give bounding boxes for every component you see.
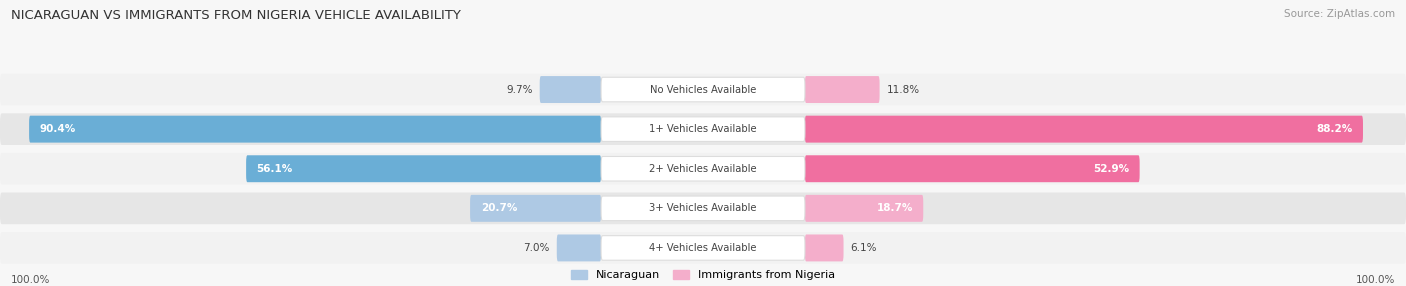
Text: 2+ Vehicles Available: 2+ Vehicles Available	[650, 164, 756, 174]
Text: Source: ZipAtlas.com: Source: ZipAtlas.com	[1284, 9, 1395, 19]
Text: 90.4%: 90.4%	[39, 124, 76, 134]
FancyBboxPatch shape	[804, 195, 924, 222]
FancyBboxPatch shape	[0, 192, 1406, 224]
FancyBboxPatch shape	[0, 232, 1406, 264]
FancyBboxPatch shape	[246, 155, 602, 182]
FancyBboxPatch shape	[557, 235, 602, 261]
Text: 4+ Vehicles Available: 4+ Vehicles Available	[650, 243, 756, 253]
Text: NICARAGUAN VS IMMIGRANTS FROM NIGERIA VEHICLE AVAILABILITY: NICARAGUAN VS IMMIGRANTS FROM NIGERIA VE…	[11, 9, 461, 21]
Text: 52.9%: 52.9%	[1092, 164, 1129, 174]
Text: 7.0%: 7.0%	[523, 243, 550, 253]
Text: No Vehicles Available: No Vehicles Available	[650, 85, 756, 95]
FancyBboxPatch shape	[602, 236, 804, 260]
FancyBboxPatch shape	[30, 116, 602, 143]
FancyBboxPatch shape	[540, 76, 602, 103]
FancyBboxPatch shape	[0, 74, 1406, 105]
Text: 100.0%: 100.0%	[1355, 275, 1395, 285]
FancyBboxPatch shape	[602, 196, 804, 221]
FancyBboxPatch shape	[0, 153, 1406, 184]
Text: 3+ Vehicles Available: 3+ Vehicles Available	[650, 203, 756, 213]
Text: 6.1%: 6.1%	[851, 243, 877, 253]
FancyBboxPatch shape	[602, 156, 804, 181]
Text: 20.7%: 20.7%	[481, 203, 517, 213]
Text: 18.7%: 18.7%	[876, 203, 912, 213]
FancyBboxPatch shape	[804, 155, 1140, 182]
FancyBboxPatch shape	[804, 116, 1362, 143]
FancyBboxPatch shape	[804, 235, 844, 261]
FancyBboxPatch shape	[470, 195, 602, 222]
Text: 56.1%: 56.1%	[257, 164, 292, 174]
Text: 1+ Vehicles Available: 1+ Vehicles Available	[650, 124, 756, 134]
Text: 11.8%: 11.8%	[887, 85, 920, 95]
Text: 88.2%: 88.2%	[1316, 124, 1353, 134]
FancyBboxPatch shape	[804, 76, 880, 103]
Text: 100.0%: 100.0%	[11, 275, 51, 285]
Legend: Nicaraguan, Immigrants from Nigeria: Nicaraguan, Immigrants from Nigeria	[571, 270, 835, 281]
FancyBboxPatch shape	[0, 113, 1406, 145]
Text: 9.7%: 9.7%	[506, 85, 533, 95]
FancyBboxPatch shape	[602, 117, 804, 141]
FancyBboxPatch shape	[602, 77, 804, 102]
